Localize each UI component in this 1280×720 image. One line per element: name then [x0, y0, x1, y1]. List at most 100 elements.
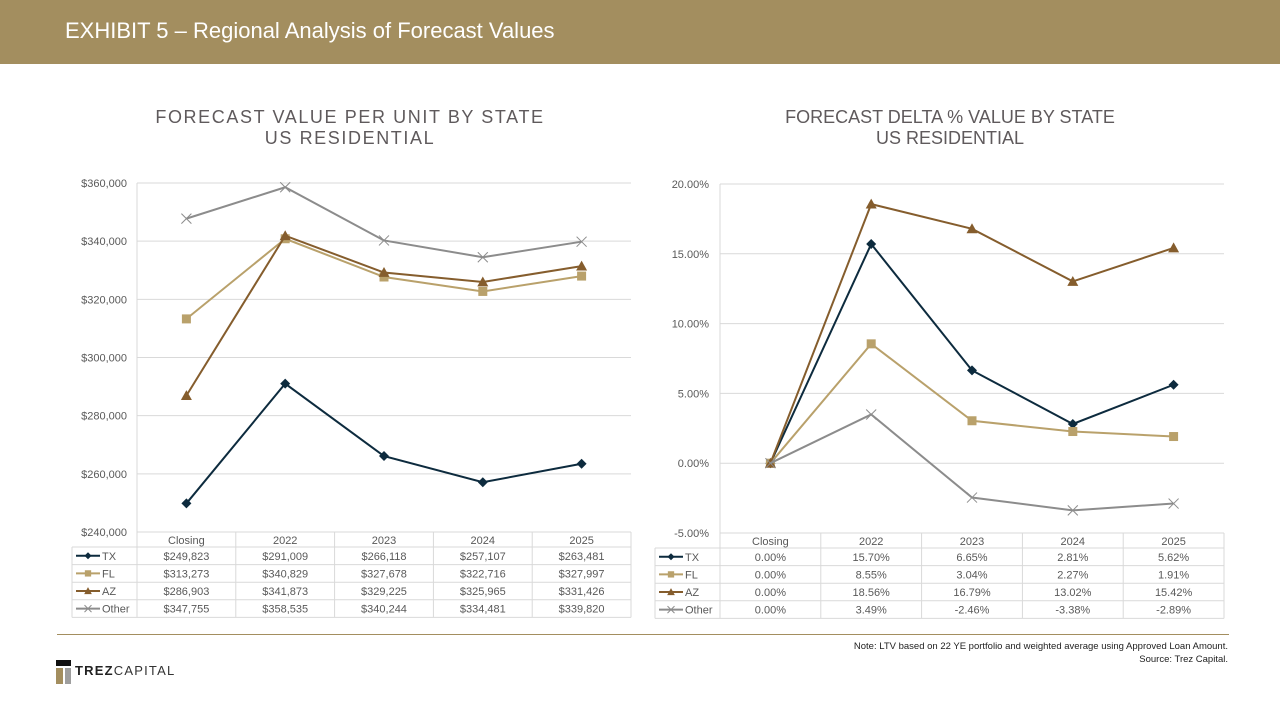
data-label: 8.55%	[856, 569, 887, 581]
data-point-tx	[866, 239, 877, 250]
data-label: -2.46%	[955, 605, 990, 617]
x-tick-label: Closing	[752, 536, 789, 548]
data-point-other	[865, 409, 877, 420]
data-label: 0.00%	[755, 569, 786, 581]
data-label: 3.49%	[856, 605, 887, 617]
data-label: -2.89%	[1156, 605, 1191, 617]
data-point-az	[865, 198, 877, 209]
data-point-fl	[1068, 427, 1078, 437]
left-chart: $240,000 $260,000 $280,000 $300,000 $320,000…	[71, 178, 632, 618]
data-point-az	[576, 260, 588, 271]
data-label: 13.02%	[1054, 587, 1092, 599]
data-point-tx	[967, 365, 977, 376]
data-label: 15.70%	[853, 552, 891, 564]
legend-label-fl: FL	[685, 569, 698, 581]
data-label: 1.91%	[1158, 569, 1189, 581]
series-line-tx	[185, 382, 582, 505]
data-label: $263,481	[559, 551, 605, 563]
data-label: $322,716	[460, 568, 506, 580]
data-label: 0.00%	[755, 552, 786, 564]
data-label: $257,107	[460, 551, 506, 563]
logo-mark-icon	[56, 660, 71, 684]
right-data-table: Closing 2022 2023 2024 2025 TX 0.00% 15.70% 6.65…	[654, 532, 1225, 619]
series-line-az	[185, 234, 582, 397]
data-label: 15.42%	[1155, 587, 1193, 599]
data-label: $266,118	[361, 551, 406, 563]
data-point-tx	[181, 498, 192, 509]
y-tick-label: 15.00%	[672, 249, 710, 261]
data-label: 16.79%	[953, 587, 991, 599]
data-point-az	[279, 230, 291, 241]
legend-label-other: Other	[685, 605, 713, 617]
logo-text-light: CAPITAL	[113, 663, 176, 678]
legend-marker-az	[84, 587, 92, 595]
data-label: 18.56%	[853, 587, 891, 599]
data-label: $341,873	[262, 586, 308, 598]
data-label: $331,426	[559, 586, 605, 598]
footer-divider	[57, 634, 1229, 635]
data-label: $334,481	[460, 604, 506, 616]
y-tick-label: 5.00%	[678, 388, 709, 400]
y-tick-label: $300,000	[81, 353, 127, 365]
data-point-other	[477, 251, 489, 263]
y-tick-label: $340,000	[81, 236, 127, 248]
data-label: $327,997	[559, 568, 605, 580]
x-tick-label: 2023	[960, 536, 984, 548]
left-chart-title-main: FORECAST VALUE PER UNIT BY STATE	[155, 107, 545, 127]
y-tick-label: $260,000	[81, 469, 127, 481]
data-label: 5.62%	[1158, 552, 1189, 564]
data-point-fl	[181, 314, 191, 324]
legend-label-tx: TX	[685, 552, 700, 564]
left-data-table: Closing 2022 2023 2024 2025 TX $249,823 $291,00…	[71, 531, 632, 618]
data-label: 0.00%	[755, 605, 786, 617]
data-point-fl	[866, 339, 876, 349]
data-label: $313,273	[163, 568, 209, 580]
data-label: $327,678	[361, 568, 407, 580]
data-point-other	[279, 181, 291, 193]
data-label: $339,820	[559, 604, 605, 616]
data-point-tx	[1168, 379, 1179, 390]
x-tick-label: 2022	[859, 536, 883, 548]
data-label: $249,823	[163, 551, 209, 563]
x-tick-label: 2024	[1061, 536, 1085, 548]
legend-label-fl: FL	[102, 568, 115, 580]
legend-marker-az	[667, 588, 675, 596]
logo-text: TREZCAPITAL	[75, 663, 175, 678]
data-label: $358,535	[262, 604, 308, 616]
series-line-fl	[769, 342, 1174, 464]
legend-label-az: AZ	[102, 586, 116, 598]
data-label: 3.04%	[956, 569, 987, 581]
series-line-other	[769, 413, 1174, 512]
data-point-other	[1168, 498, 1179, 509]
data-label: $291,009	[262, 551, 308, 563]
data-label: $340,244	[361, 604, 407, 616]
y-tick-label: $360,000	[81, 178, 127, 190]
x-tick-label: Closing	[168, 535, 205, 547]
data-point-fl	[1169, 432, 1179, 442]
data-point-tx	[477, 477, 488, 488]
data-point-other	[576, 236, 587, 248]
data-point-tx	[379, 451, 389, 462]
data-point-fl	[478, 286, 488, 296]
data-point-az	[477, 276, 489, 287]
x-tick-label: 2025	[569, 535, 593, 547]
data-label: 2.27%	[1057, 569, 1088, 581]
page-title: EXHIBIT 5 – Regional Analysis of Forecas…	[65, 18, 555, 43]
data-point-fl	[577, 271, 587, 281]
left-chart-title: FORECAST VALUE PER UNIT BY STATE US RESI…	[90, 107, 610, 149]
legend-label-other: Other	[102, 604, 130, 616]
data-point-fl	[967, 416, 977, 426]
y-tick-label: $240,000	[81, 527, 127, 539]
data-point-az	[180, 390, 192, 400]
legend-marker-tx	[667, 553, 675, 561]
y-tick-label: 10.00%	[672, 319, 710, 331]
data-point-other	[1067, 505, 1079, 516]
data-point-other	[378, 235, 390, 246]
data-point-az	[1168, 242, 1180, 253]
right-chart-title: FORECAST DELTA % VALUE BY STATE US RESID…	[690, 107, 1210, 149]
data-label: $347,755	[163, 604, 209, 616]
x-tick-label: 2022	[273, 535, 297, 547]
legend-marker-other	[667, 605, 675, 614]
data-point-tx	[576, 458, 587, 469]
series-line-tx	[769, 242, 1174, 464]
